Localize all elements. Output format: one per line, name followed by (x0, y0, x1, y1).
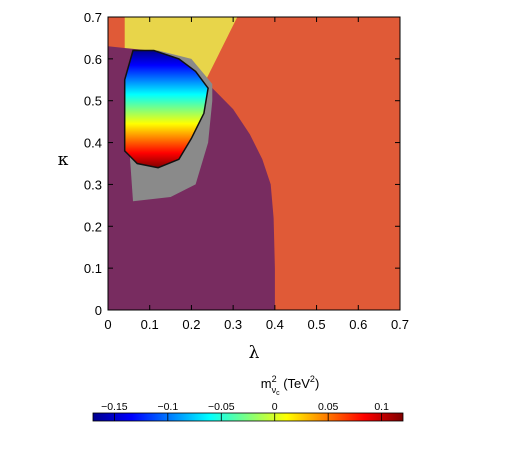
x-axis-label: λ (249, 343, 260, 363)
y-tick-label: 0 (95, 303, 102, 318)
colorbar-title-symbol: m (261, 376, 272, 391)
y-tick-label: 0.1 (84, 261, 102, 276)
x-tick-label: 0.6 (349, 317, 367, 332)
x-tick-label: 0.4 (266, 317, 284, 332)
y-axis-label: κ (58, 150, 69, 170)
colorbar-tick-label: 0.05 (318, 401, 339, 413)
x-axis: 0 0.1 0.2 0.3 0.4 0.5 0.6 0.7 (104, 17, 409, 332)
colorbar (92, 412, 404, 422)
y-tick-label: 0.4 (84, 136, 102, 151)
plot-frame (107, 16, 401, 311)
colorbar-tick-label: −0.1 (157, 401, 178, 413)
x-tick-label: 0.7 (391, 317, 409, 332)
y-tick-label: 0.6 (84, 52, 102, 67)
x-tick-label: 0.5 (308, 317, 326, 332)
x-tick-label: 0.3 (224, 317, 242, 332)
colorbar-tick-label: −0.15 (101, 401, 128, 413)
region-colored (124, 50, 209, 168)
x-tick-label: 0.1 (141, 317, 159, 332)
y-tick-label: 0.5 (84, 94, 102, 109)
colorbar-title-units-close: ) (315, 376, 319, 391)
x-tick-label: 0 (104, 317, 111, 332)
colorbar-title-units: (TeV (280, 376, 311, 391)
colorbar-title-sub2: c (276, 390, 280, 397)
colorbar-ticks: −0.15 −0.1 −0.05 0 0.05 0.1 (101, 401, 389, 421)
colorbar-tick-label: 0 (272, 401, 278, 413)
x-tick-label: 0.2 (182, 317, 200, 332)
y-tick-label: 0.3 (84, 177, 102, 192)
y-axis: 0 0.1 0.2 0.3 0.4 0.5 0.6 0.7 (84, 10, 400, 318)
region-colored-outline (123, 49, 209, 169)
colorbar-title: m2 νc (TeV2) (261, 374, 320, 397)
y-tick-label: 0.2 (84, 219, 102, 234)
region-layer (108, 17, 400, 310)
colorbar-title-sub: ν (272, 385, 277, 395)
colorbar-title-sup: 2 (272, 374, 277, 384)
colorbar-tick-label: −0.05 (208, 401, 235, 413)
colorbar-tick-label: 0.1 (374, 401, 389, 413)
y-tick-label: 0.7 (84, 10, 102, 25)
colorbar-title-units-sup: 2 (310, 374, 315, 384)
